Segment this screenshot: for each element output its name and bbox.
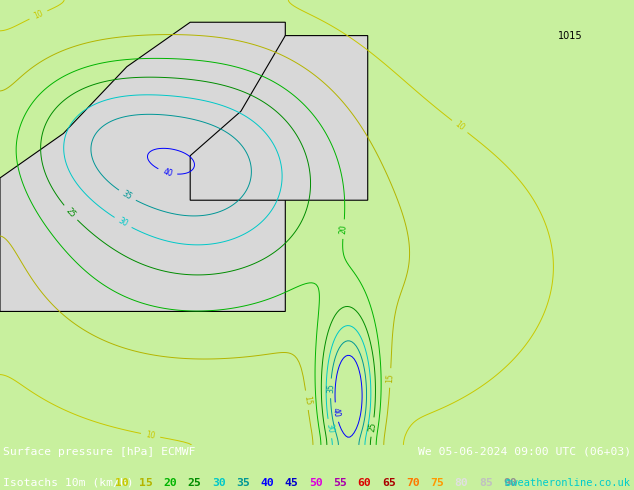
Text: 1015: 1015 (558, 31, 583, 41)
Text: 35: 35 (120, 189, 134, 202)
Text: 45: 45 (285, 478, 299, 488)
Text: 15: 15 (139, 478, 153, 488)
Text: 50: 50 (309, 478, 323, 488)
Text: 85: 85 (479, 478, 493, 488)
Text: 65: 65 (382, 478, 396, 488)
Text: 25: 25 (368, 421, 378, 433)
Text: 40: 40 (261, 478, 275, 488)
Text: 20: 20 (164, 478, 178, 488)
Text: 10: 10 (145, 430, 156, 441)
Text: 15: 15 (385, 373, 395, 383)
Text: We 05-06-2024 09:00 UTC (06+03): We 05-06-2024 09:00 UTC (06+03) (418, 447, 631, 457)
Text: 30: 30 (325, 423, 335, 434)
Text: 25: 25 (188, 478, 202, 488)
Text: 35: 35 (236, 478, 250, 488)
Text: 75: 75 (430, 478, 444, 488)
Text: 35: 35 (326, 383, 335, 393)
Text: Isotachs 10m (km/h): Isotachs 10m (km/h) (3, 478, 134, 488)
Text: 20: 20 (339, 224, 349, 234)
Text: 15: 15 (302, 395, 312, 406)
Text: 25: 25 (64, 206, 77, 220)
Text: 55: 55 (333, 478, 347, 488)
Text: 70: 70 (406, 478, 420, 488)
Text: 90: 90 (503, 478, 517, 488)
Polygon shape (0, 22, 285, 312)
Polygon shape (190, 36, 368, 200)
Text: 30: 30 (117, 216, 129, 229)
Text: 60: 60 (358, 478, 372, 488)
Text: 10: 10 (115, 478, 129, 488)
Text: 10: 10 (453, 120, 466, 133)
Text: 40: 40 (162, 167, 174, 178)
Text: 80: 80 (455, 478, 469, 488)
Text: 10: 10 (32, 9, 44, 21)
Text: 40: 40 (331, 407, 342, 417)
Text: Surface pressure [hPa] ECMWF: Surface pressure [hPa] ECMWF (3, 447, 195, 457)
Text: ©weatheronline.co.uk: ©weatheronline.co.uk (505, 478, 630, 488)
Text: 30: 30 (212, 478, 226, 488)
